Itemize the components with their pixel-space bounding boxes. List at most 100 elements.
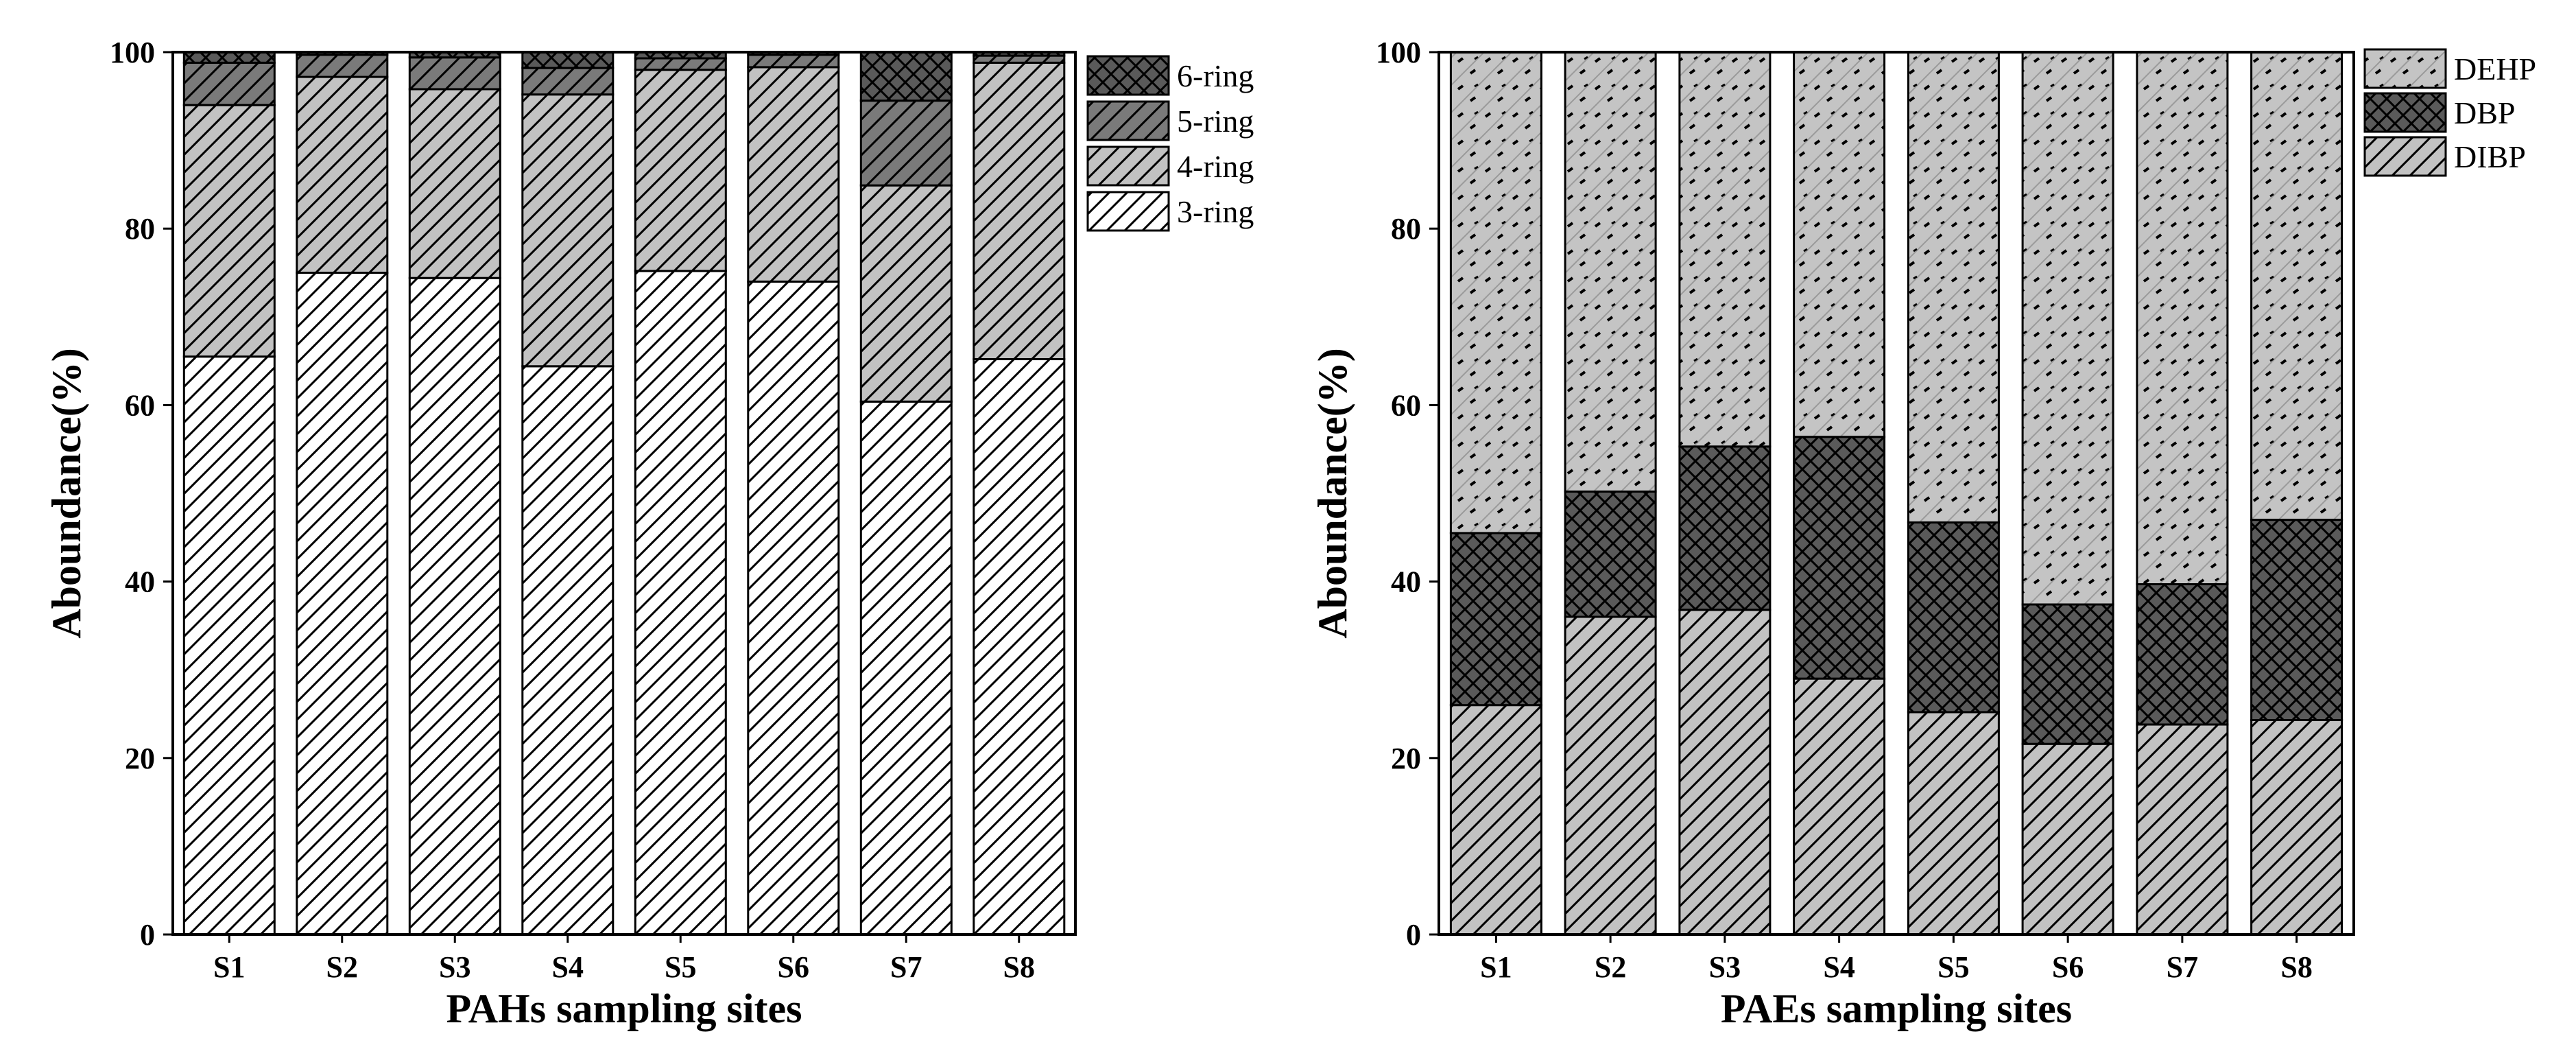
paes-bar-s6-dehp (2021, 51, 2114, 606)
pahs-legend-label-3-ring: 3-ring (1177, 194, 1254, 229)
paes-y-tick-label: 60 (1391, 388, 1421, 422)
pahs-x-tick-label: S6 (778, 950, 809, 984)
paes-x-tick-label: S4 (1823, 950, 1855, 984)
paes-bar-s8-dibp (2250, 719, 2344, 936)
paes-x-tick-label: S7 (2167, 950, 2198, 984)
paes-bar-s2-dibp (1564, 615, 1657, 936)
pahs-bar-s7-3-ring (859, 400, 953, 936)
pahs-x-tick-label: S2 (326, 950, 358, 984)
pahs-bar-s2-3-ring (296, 272, 389, 936)
pahs-legend-swatch-5-ring (1086, 100, 1170, 141)
paes-bar-s1-dibp (1449, 704, 1542, 936)
pahs-x-axis-title: PAHs sampling sites (446, 986, 802, 1031)
paes-bar-s5-dibp (1907, 711, 2000, 936)
pahs-bar-s6-5-ring (747, 54, 840, 69)
paes-chart: S1 S2 S3 S4 S5 S6 S7 S8 0 20 40 60 80 100 PAEs samplin… (1310, 36, 2536, 1031)
pahs-y-tick-label: 0 (140, 918, 155, 952)
pahs-x-tick-label: S3 (439, 950, 470, 984)
paes-bar-s3-dbp (1678, 445, 1772, 611)
pahs-bar-s3-4-ring (408, 88, 501, 279)
paes-x-tick-label: S5 (1937, 950, 1969, 984)
paes-legend-label-dehp: DEHP (2454, 51, 2536, 86)
paes-y-tick-label: 0 (1406, 918, 1421, 952)
paes-bar-s6-dbp (2021, 603, 2114, 745)
pahs-bar-s2-5-ring (296, 54, 389, 78)
pahs-bar-s4-6-ring (521, 51, 615, 69)
pahs-bar-s3-3-ring (408, 277, 501, 936)
paes-bar-s6-dibp (2021, 742, 2114, 936)
paes-x-axis-title: PAEs sampling sites (1721, 986, 2072, 1031)
paes-legend-swatch-dibp (2363, 136, 2447, 177)
paes-legend-label-dibp: DIBP (2454, 139, 2526, 174)
paes-bar-s7-dbp (2136, 583, 2229, 726)
pahs-bar-s4-4-ring (521, 93, 615, 368)
paes-legend-label-dbp: DBP (2454, 95, 2515, 130)
pahs-y-axis-title: Aboundance(%) (44, 348, 89, 638)
paes-x-tick-label: S2 (1595, 950, 1626, 984)
pahs-bar-s1-3-ring (182, 355, 276, 936)
pahs-y-tick-label: 60 (125, 388, 155, 422)
paes-bar-s2-dehp (1564, 51, 1657, 493)
paes-bar-s5-dehp (1907, 51, 2000, 524)
pahs-bar-s8-3-ring (973, 358, 1066, 936)
paes-y-tick-label: 100 (1376, 36, 1421, 69)
paes-plot-frame (1438, 51, 2355, 936)
pahs-legend-label-4-ring: 4-ring (1177, 149, 1254, 184)
paes-y-tick-label: 80 (1391, 212, 1421, 246)
paes-bar-s3-dibp (1678, 609, 1772, 936)
pahs-bar-s1-6-ring (182, 51, 276, 64)
pahs-plot-frame (171, 51, 1077, 936)
pahs-y-tick-label: 100 (110, 36, 155, 69)
paes-bar-s2-dbp (1564, 490, 1657, 618)
paes-bar-s4-dehp (1793, 51, 1886, 438)
pahs-y-tick-label: 20 (125, 742, 155, 775)
pahs-bar-s8-5-ring (973, 54, 1066, 64)
pahs-bar-s4-5-ring (521, 67, 615, 96)
paes-x-tick-label: S3 (1709, 950, 1741, 984)
pahs-legend-label-5-ring: 5-ring (1177, 104, 1254, 139)
paes-y-tick-label: 40 (1391, 565, 1421, 599)
paes-bar-s3-dehp (1678, 51, 1772, 448)
pahs-x-tick-label: S5 (665, 950, 696, 984)
paes-bar-s8-dehp (2250, 51, 2344, 521)
paes-y-tick-label: 20 (1391, 742, 1421, 775)
pahs-bar-s5-5-ring (634, 57, 727, 71)
paes-x-tick-label: S8 (2280, 950, 2312, 984)
paes-bar-s7-dibp (2136, 723, 2229, 936)
paes-x-tick-label: S6 (2052, 950, 2084, 984)
pahs-bar-s8-4-ring (973, 61, 1066, 361)
paes-bar-s5-dbp (1907, 521, 2000, 714)
pahs-bar-s1-4-ring (182, 104, 276, 358)
pahs-bar-s7-4-ring (859, 184, 953, 403)
pahs-legend-label-6-ring: 6-ring (1177, 58, 1254, 93)
pahs-x-tick-label: S4 (552, 950, 584, 984)
pahs-x-tick-label: S8 (1003, 950, 1035, 984)
paes-bar-s7-dehp (2136, 51, 2229, 585)
pahs-bar-s7-5-ring (859, 99, 953, 187)
pahs-y-tick-label: 80 (125, 212, 155, 246)
pahs-bar-s1-5-ring (182, 61, 276, 106)
pahs-chart: S1 S2 S3 S4 S5 S6 S7 S8 0 20 40 60 80 100 PAHs samplin… (44, 36, 1254, 1031)
pahs-legend-swatch-3-ring (1086, 191, 1170, 232)
paes-bar-s1-dehp (1449, 51, 1542, 534)
pahs-bar-s3-5-ring (408, 56, 501, 91)
pahs-bar-s5-4-ring (634, 69, 727, 272)
pahs-x-tick-label: S1 (213, 950, 245, 984)
pahs-legend-swatch-6-ring (1086, 55, 1170, 96)
pahs-bar-s6-3-ring (747, 280, 840, 936)
pahs-y-tick-label: 40 (125, 565, 155, 599)
paes-x-tick-label: S1 (1480, 950, 1512, 984)
pahs-bar-s4-3-ring (521, 365, 615, 936)
pahs-bar-s2-4-ring (296, 75, 389, 274)
pahs-bar-s6-4-ring (747, 66, 840, 283)
pahs-legend-swatch-4-ring (1086, 145, 1170, 187)
paes-legend-swatch-dbp (2363, 92, 2447, 133)
paes-legend-swatch-dehp (2363, 48, 2447, 89)
paes-bar-s4-dibp (1793, 677, 1886, 936)
pahs-x-tick-label: S7 (890, 950, 922, 984)
paes-bar-s4-dbp (1793, 436, 1886, 680)
paes-y-axis-title: Aboundance(%) (1310, 348, 1355, 638)
paes-bar-s1-dbp (1449, 532, 1542, 707)
paes-bar-s8-dbp (2250, 519, 2344, 721)
